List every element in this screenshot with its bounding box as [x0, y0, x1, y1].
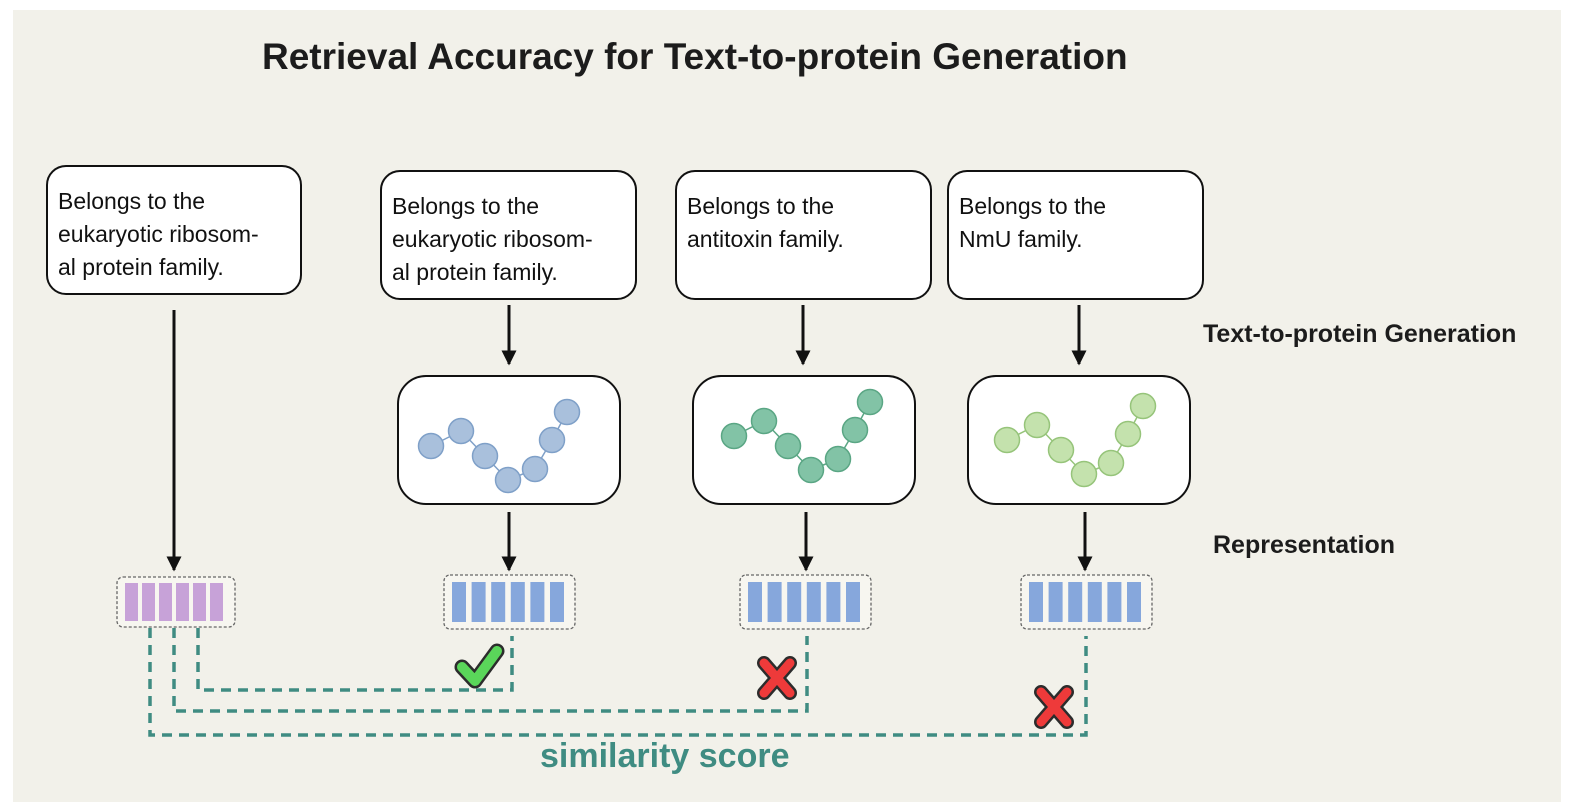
connector-query-candidate-3	[148, 628, 1088, 737]
query-text-line: al protein family.	[58, 254, 224, 280]
query-embedding-cell	[159, 583, 172, 621]
query-text-box: Belongs to the eukaryotic ribosom- al pr…	[46, 165, 302, 295]
residue-node	[1047, 436, 1075, 464]
residue-node	[993, 426, 1021, 454]
residue-node	[1097, 449, 1125, 477]
candidate-embedding-cell	[471, 582, 486, 622]
candidate-embedding-cell	[826, 582, 841, 622]
candidate-text-line: antitoxin family.	[687, 226, 844, 252]
similarity-connectors	[148, 628, 1088, 737]
candidate-text-box: Belongs to the NmU family.	[947, 170, 1204, 300]
candidate-embedding-cell	[1048, 582, 1063, 622]
residue-node	[1070, 460, 1098, 488]
residue-node	[797, 456, 825, 484]
candidate-embedding-cell	[1127, 582, 1141, 622]
residue-node	[841, 416, 869, 444]
residue-node	[720, 422, 748, 450]
residue-node	[494, 466, 522, 494]
residue-node	[774, 432, 802, 460]
candidate-embedding-cell	[1029, 582, 1043, 622]
query-embedding-cell	[210, 583, 223, 621]
candidate-embedding-cell	[767, 582, 782, 622]
candidate-embedding-cell	[787, 582, 802, 622]
generation-stage-label: Text-to-protein Generation	[1203, 320, 1517, 348]
candidate-embedding-cell	[550, 582, 564, 622]
residue-node	[521, 455, 549, 483]
query-embedding-cell	[193, 583, 206, 621]
embedding-cells	[125, 582, 1141, 622]
candidate-embedding-cell	[1087, 582, 1102, 622]
candidate-embedding-cell	[846, 582, 860, 622]
candidate-embedding-cell	[452, 582, 466, 622]
candidate-embedding-cell	[530, 582, 545, 622]
query-embedding-cell	[176, 583, 189, 621]
representation-stage-label: Representation	[1213, 531, 1395, 559]
diagram-title: Retrieval Accuracy for Text-to-protein G…	[262, 36, 1128, 77]
check-icon-fill	[457, 646, 502, 686]
candidate-embedding-cell	[748, 582, 762, 622]
protein-structure-icon	[720, 388, 884, 484]
residue-node	[1023, 411, 1051, 439]
candidate-embedding-cell	[806, 582, 821, 622]
residue-node	[856, 388, 884, 416]
residue-node	[750, 407, 778, 435]
cross-icon	[1034, 685, 1074, 729]
cross-icon	[757, 656, 797, 700]
residue-node	[553, 398, 581, 426]
residue-node	[417, 432, 445, 460]
candidate-embedding-cell	[491, 582, 506, 622]
candidate-text-line: eukaryotic ribosom-	[392, 226, 593, 252]
candidate-text-line: Belongs to the	[959, 193, 1107, 219]
candidate-text-line: NmU family.	[959, 226, 1083, 252]
residue-node	[538, 426, 566, 454]
residue-node	[824, 445, 852, 473]
query-text-line: Belongs to the	[58, 188, 206, 214]
candidate-text-box: Belongs to the antitoxin family.	[675, 170, 932, 300]
candidate-text-line: Belongs to the	[392, 193, 540, 219]
residue-node	[447, 417, 475, 445]
candidate-text-line: Belongs to the	[687, 193, 835, 219]
candidate-text-line: al protein family.	[392, 259, 558, 285]
residue-node	[471, 442, 499, 470]
query-text-line: eukaryotic ribosom-	[58, 221, 259, 247]
query-embedding-cell	[142, 583, 155, 621]
candidate-embedding-cell	[510, 582, 525, 622]
protein-structure-icon	[417, 398, 581, 494]
query-embedding-cell	[125, 583, 138, 621]
candidate-embedding-cell	[1068, 582, 1083, 622]
candidate-embedding-cell	[1107, 582, 1122, 622]
candidate-text-box: Belongs to the eukaryotic ribosom- al pr…	[380, 170, 637, 300]
connector-query-candidate-2	[172, 628, 809, 713]
residue-node	[1129, 392, 1157, 420]
similarity-score-label: similarity score	[540, 737, 790, 775]
residue-node	[1114, 420, 1142, 448]
protein-structure-icon	[993, 392, 1157, 488]
